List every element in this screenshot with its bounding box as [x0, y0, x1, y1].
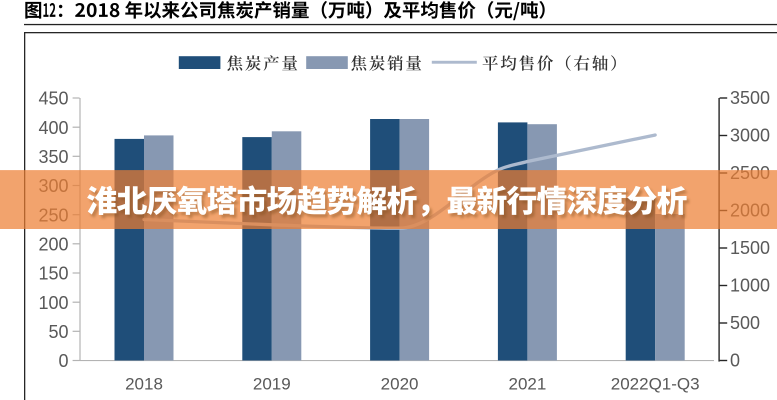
svg-text:1000: 1000	[730, 276, 770, 296]
svg-text:3000: 3000	[730, 126, 770, 146]
svg-text:3500: 3500	[730, 88, 770, 108]
svg-text:2020: 2020	[381, 375, 419, 394]
svg-text:2021: 2021	[508, 375, 546, 394]
svg-text:50: 50	[48, 322, 68, 342]
svg-text:2022Q1-Q3: 2022Q1-Q3	[611, 375, 700, 394]
svg-text:1500: 1500	[730, 238, 770, 258]
svg-text:100: 100	[38, 293, 68, 313]
svg-text:400: 400	[38, 118, 68, 138]
svg-text:450: 450	[38, 89, 68, 109]
svg-text:2018: 2018	[125, 375, 163, 394]
svg-text:500: 500	[730, 313, 760, 333]
svg-text:0: 0	[730, 351, 740, 371]
svg-text:2019: 2019	[253, 375, 291, 394]
svg-text:200: 200	[38, 235, 68, 255]
svg-text:350: 350	[38, 147, 68, 167]
svg-text:0: 0	[58, 351, 68, 371]
svg-text:150: 150	[38, 264, 68, 284]
